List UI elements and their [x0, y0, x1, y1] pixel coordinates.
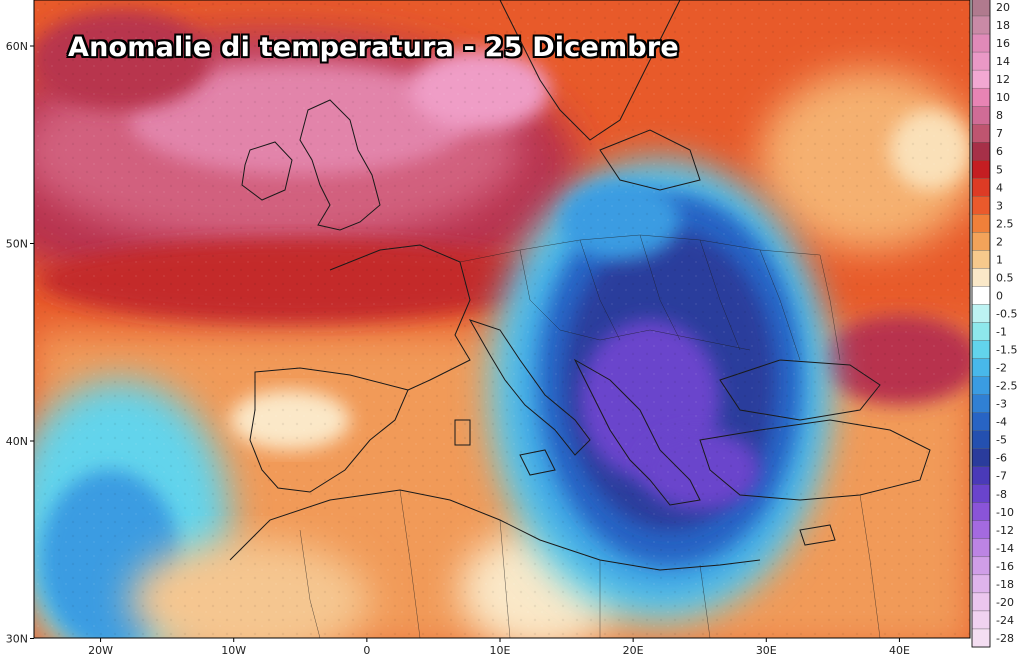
legend-swatch [971, 196, 991, 215]
legend-swatch [971, 124, 991, 143]
legend-swatch [971, 376, 991, 395]
lon-tick-label: 30E [756, 644, 777, 657]
legend-label: -28 [996, 632, 1014, 645]
legend-label: -1.5 [996, 344, 1017, 357]
legend-label: -24 [996, 614, 1014, 627]
legend-swatch [971, 286, 991, 305]
legend-swatch [971, 51, 991, 71]
legend-swatch [971, 0, 991, 17]
lon-tick-label: 10E [490, 644, 511, 657]
legend-swatch [971, 340, 991, 359]
legend-label: 14 [996, 55, 1010, 68]
legend-label: -0.5 [996, 307, 1017, 320]
legend-swatch [971, 628, 991, 648]
latitude-axis: 60N 50N 40N 30N [6, 40, 34, 646]
map-title: Anomalie di temperatura - 25 Dicembre [68, 32, 679, 63]
legend-label: 5 [996, 163, 1003, 176]
legend-swatch [971, 250, 991, 269]
legend-label: -2 [996, 362, 1007, 375]
legend-label: 20 [996, 1, 1010, 14]
color-legend: 20 18 16 14 12 10 8 7 6 5 4 3 2.5 2 1 0.5 0 -0.5 -1 -1.5 -2 -… [971, 0, 1017, 648]
legend-swatch [971, 69, 991, 89]
legend-label: 8 [996, 109, 1003, 122]
legend-label: -5 [996, 434, 1007, 447]
legend-swatch [971, 87, 991, 107]
lon-tick-label: 20W [88, 644, 113, 657]
lon-tick-label: 10W [221, 644, 246, 657]
legend-label: -4 [996, 416, 1007, 429]
legend-label: -16 [996, 560, 1014, 573]
legend-label: -2.5 [996, 380, 1017, 393]
legend-label: -7 [996, 470, 1007, 483]
legend-label: 2.5 [996, 217, 1014, 230]
legend-label: 4 [996, 181, 1003, 194]
legend-label: 3 [996, 199, 1003, 212]
legend-label: -1 [996, 326, 1007, 339]
legend-swatch [971, 430, 991, 449]
legend-swatch [971, 214, 991, 233]
lat-tick-label: 30N [6, 633, 28, 646]
legend-swatch [971, 322, 991, 341]
legend-swatch [971, 178, 991, 197]
longitude-axis: 20W 10W 0 10E 20E 30E 40E [88, 638, 910, 657]
lat-tick-label: 40N [6, 435, 28, 448]
lon-tick-label: 40E [889, 644, 910, 657]
lat-tick-label: 50N [6, 238, 28, 251]
legend-label: -20 [996, 596, 1014, 609]
anomaly-field [34, 0, 970, 638]
legend-swatch [971, 574, 991, 594]
legend-swatch [971, 610, 991, 630]
legend-label: 7 [996, 127, 1003, 140]
legend-label: 0.5 [996, 271, 1014, 284]
legend-swatch [971, 502, 991, 521]
legend-label: 6 [996, 145, 1003, 158]
legend-frame [971, 0, 991, 648]
legend-label: 1 [996, 253, 1003, 266]
legend-label: 0 [996, 289, 1003, 302]
legend-swatch [971, 268, 991, 287]
legend-swatch [971, 538, 991, 558]
legend-swatch [971, 304, 991, 323]
legend-label: -8 [996, 488, 1007, 501]
legend-swatch [971, 15, 991, 35]
lat-tick-label: 60N [6, 40, 28, 53]
lon-tick-label: 20E [623, 644, 644, 657]
legend-swatch [971, 448, 991, 467]
legend-label: 12 [996, 73, 1010, 86]
legend-swatch [971, 592, 991, 612]
legend-label: -14 [996, 542, 1014, 555]
legend-swatch [971, 232, 991, 251]
legend-swatch [971, 142, 991, 161]
legend-label: 10 [996, 91, 1010, 104]
legend-swatch [971, 556, 991, 576]
legend-label: -18 [996, 578, 1014, 591]
legend-swatch [971, 33, 991, 53]
legend-swatch [971, 484, 991, 503]
legend-swatch [971, 466, 991, 485]
legend-label: 18 [996, 19, 1010, 32]
legend-swatch [971, 160, 991, 179]
country-borders [299, 234, 881, 638]
legend-swatch [971, 358, 991, 377]
legend-label: 2 [996, 235, 1003, 248]
legend-swatch [971, 520, 991, 539]
legend-label: 16 [996, 37, 1010, 50]
legend-swatch [971, 412, 991, 431]
legend-swatch [971, 106, 991, 125]
legend-label: -10 [996, 506, 1014, 519]
legend-swatch [971, 394, 991, 413]
lon-tick-label: 0 [363, 644, 370, 657]
legend-label: -6 [996, 452, 1007, 465]
legend-label: -3 [996, 398, 1007, 411]
legend-label: -12 [996, 524, 1014, 537]
